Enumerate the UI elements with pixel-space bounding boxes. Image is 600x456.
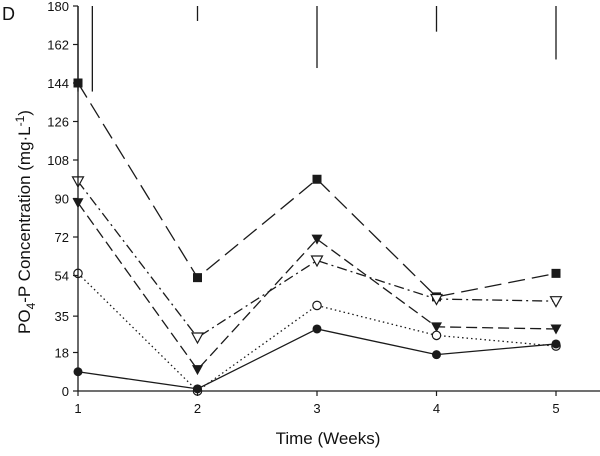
y-tick-label: 180 [47,0,69,14]
x-tick-label: 4 [433,401,440,416]
series-line-filled-square [77,82,557,298]
panel-letter: D [2,4,15,24]
y-tick-label: 54 [55,269,69,284]
y-tick-label: 144 [47,76,69,91]
x-axis-title: Time (Weeks) [276,429,381,448]
series-line-open-circle [77,272,557,392]
y-axis-title: PO4-P Concentration (mg·L-1) [13,110,38,334]
y-tick-label: 72 [55,230,69,245]
data-point-open-triangle-down [190,332,205,345]
data-point-filled-circle [551,339,561,349]
y-axis-title-close: ) [15,110,34,116]
series-line-filled-triangle-down [77,202,557,371]
y-tick-label: 90 [55,192,69,207]
x-tick-label: 5 [552,401,559,416]
x-tick-label: 1 [74,401,81,416]
y-tick-label: 18 [55,346,69,361]
series-line-open-triangle-down [77,180,557,339]
data-point-filled-square [551,268,561,278]
data-point-filled-circle [432,350,441,360]
y-axis-title-rest: -P Concentration (mg·L [15,126,34,302]
y-tick-label: 0 [62,384,69,399]
axes: 0 18 35 54 72 90 108 126 144 162 180 1 2 3 4 5 [47,0,600,416]
series-markers [71,78,563,396]
data-point-open-triangle-down [549,296,563,308]
data-point-filled-triangle-down [192,365,203,376]
y-axis-title-po: PO [15,309,34,334]
y-axis-title-superscript: -1 [13,115,27,126]
x-tick-label: 2 [194,401,201,416]
x-tick-label: 3 [313,401,320,416]
data-point-filled-triangle-down [431,322,442,333]
data-point-filled-square [193,273,202,283]
data-point-filled-triangle-down [311,234,323,245]
data-point-filled-circle [312,324,322,334]
y-tick-label: 126 [47,115,69,130]
y-tick-label: 35 [55,309,69,324]
data-point-open-triangle-down [429,293,444,306]
y-tick-label: 162 [47,38,69,53]
error-bar-group [77,6,557,92]
y-axis-title-subscript: 4 [24,302,38,309]
series-line-filled-circle [77,328,557,390]
data-point-open-circle [312,300,322,311]
data-point-open-triangle-down [310,255,324,268]
y-tick-label: 108 [47,153,69,168]
data-point-filled-square [312,174,322,184]
data-point-open-circle [431,330,442,341]
data-point-filled-triangle-down [550,324,562,335]
